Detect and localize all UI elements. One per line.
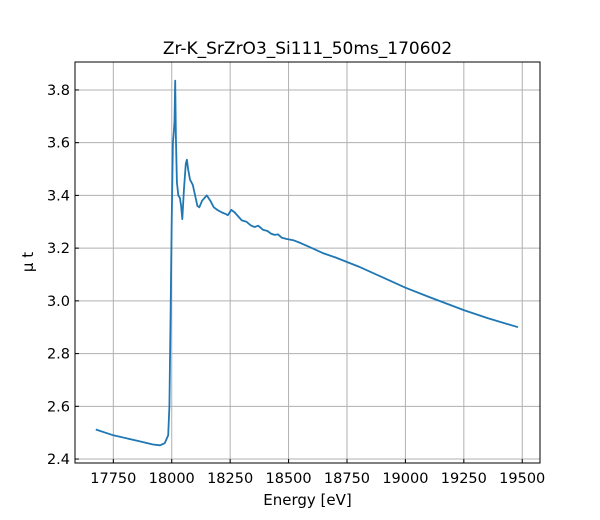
y-tick-label: 3.0 [47, 294, 70, 310]
grid-lines [75, 62, 540, 463]
x-tick-label: 18000 [149, 471, 195, 487]
y-axis-label: μ t [19, 252, 37, 272]
x-tick-label: 19250 [441, 471, 487, 487]
x-tick-label: 17750 [90, 471, 136, 487]
x-tick-label: 18750 [324, 471, 370, 487]
x-tick-label: 18250 [207, 471, 253, 487]
y-tick-label: 3.8 [47, 83, 70, 99]
x-tick-label: 19500 [499, 471, 545, 487]
x-tick-label: 18500 [266, 471, 312, 487]
y-tick-label: 2.8 [47, 347, 70, 363]
y-tick-label: 3.4 [47, 188, 70, 204]
y-tick-label: 3.6 [47, 136, 70, 152]
y-ticks: 2.4 2.6 2.8 3.0 3.2 3.4 3.6 3.8 [47, 83, 79, 468]
y-tick-label: 2.4 [47, 452, 70, 468]
y-tick-label: 3.2 [47, 241, 70, 257]
chart-title: Zr-K_SrZrO3_Si111_50ms_170602 [163, 39, 452, 59]
x-ticks: 17750 18000 18250 18500 18750 19000 19250 19500 [90, 459, 545, 487]
y-tick-label: 2.6 [47, 399, 70, 415]
plot-frame [74, 61, 541, 464]
x-tick-label: 19000 [382, 471, 428, 487]
x-axis-label: Energy [eV] [263, 491, 351, 509]
series-line [95, 79, 519, 447]
